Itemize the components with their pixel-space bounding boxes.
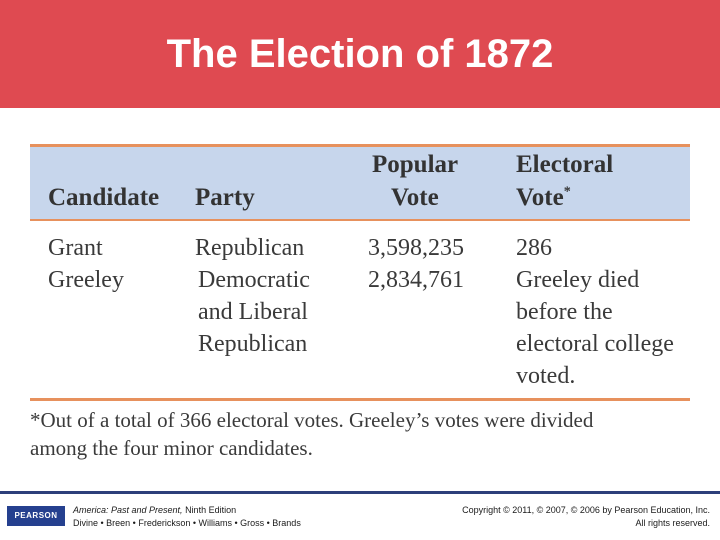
footnote-line: *Out of a total of 366 electoral votes. … [30, 408, 594, 432]
book-edition: Ninth Edition [182, 505, 237, 515]
header-electoral-vote-line1: Electoral [516, 151, 614, 178]
row-greeley-party: Democratic and Liberal Republican [198, 264, 310, 360]
header-electoral-vote-line2: Vote* [516, 181, 571, 214]
book-credit: America: Past and Present, Ninth Edition… [73, 504, 301, 530]
row-greeley-party-line: Republican [198, 331, 308, 357]
row-greeley-party-line: and Liberal [198, 299, 308, 325]
table-header-rule [30, 219, 690, 221]
header-party: Party [195, 184, 255, 211]
header-candidate: Candidate [48, 184, 160, 211]
row-greeley-electoral-line: electoral college [516, 331, 674, 357]
table-footnote: *Out of a total of 366 electoral votes. … [30, 406, 670, 462]
row-greeley-electoral-line: voted. [516, 363, 576, 389]
election-results-table: Candidate Party Popular Vote Electoral V… [30, 144, 690, 464]
row-grant-popular-vote: 3,598,235 [368, 235, 464, 261]
footer-rule [0, 491, 720, 494]
table-top-rule [30, 144, 690, 147]
table-header-band [30, 144, 690, 220]
row-grant-party: Republican [195, 235, 305, 261]
row-grant-electoral-vote: 286 [516, 235, 552, 261]
footnote-marker: * [563, 184, 571, 200]
row-greeley-popular-vote: 2,834,761 [368, 267, 464, 293]
row-grant-candidate: Grant [48, 235, 103, 261]
book-authors: Divine • Breen • Frederickson • Williams… [73, 518, 301, 528]
table-bottom-rule [30, 398, 690, 401]
row-greeley-electoral-line: before the [516, 299, 613, 325]
header-electoral-vote-label: Vote [516, 184, 564, 211]
row-greeley-electoral-line: Greeley died [516, 267, 640, 293]
footnote-line: among the four minor candidates. [30, 436, 313, 460]
title-bar: The Election of 1872 [0, 0, 720, 108]
row-greeley-electoral-vote: Greeley died before the electoral colleg… [516, 264, 674, 392]
row-greeley-candidate: Greeley [48, 267, 124, 293]
book-title-line: America: Past and Present, Ninth Edition [73, 504, 301, 517]
header-popular-vote-line2: Vote [391, 184, 439, 211]
slide-title: The Election of 1872 [166, 32, 554, 76]
pearson-logo: PEARSON [7, 506, 65, 526]
book-title: America: Past and Present, [73, 505, 183, 515]
copyright-text: Copyright © 2011, © 2007, © 2006 by Pear… [462, 505, 710, 515]
header-popular-vote-line1: Popular [372, 151, 459, 178]
row-greeley-party-line: Democratic [198, 267, 310, 293]
rights-text: All rights reserved. [635, 518, 710, 528]
copyright-notice: Copyright © 2011, © 2007, © 2006 by Pear… [462, 504, 710, 530]
